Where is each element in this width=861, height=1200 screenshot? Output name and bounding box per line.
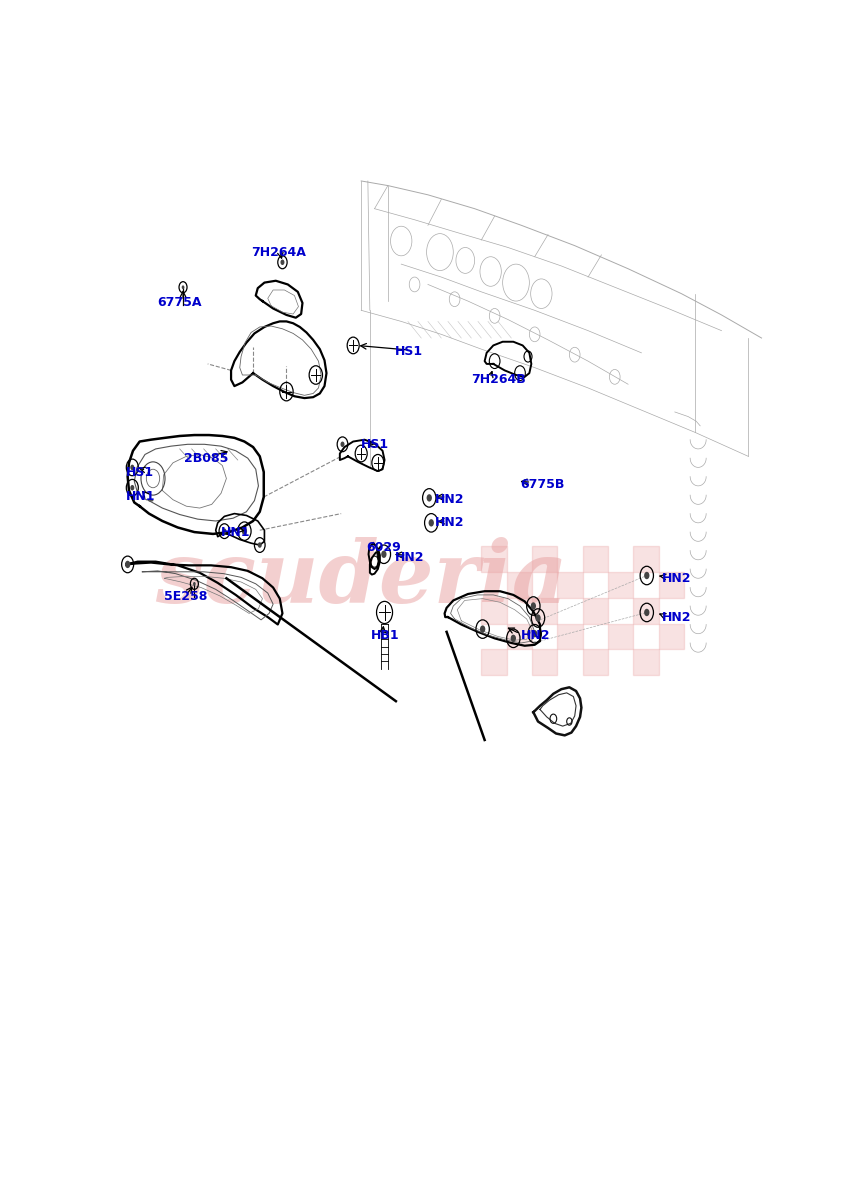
Bar — [608, 572, 634, 598]
Text: 5E258: 5E258 — [164, 590, 208, 604]
Text: 7H264A: 7H264A — [251, 246, 306, 259]
Bar — [506, 624, 532, 649]
Text: HN2: HN2 — [435, 493, 464, 506]
Text: HN2: HN2 — [435, 516, 464, 529]
Bar — [583, 546, 608, 572]
Text: HN2: HN2 — [661, 571, 691, 584]
Text: 6029: 6029 — [367, 541, 401, 554]
Bar — [532, 649, 557, 676]
Circle shape — [530, 602, 536, 610]
Text: 7H264B: 7H264B — [471, 373, 526, 386]
Circle shape — [222, 528, 226, 534]
Circle shape — [536, 614, 541, 622]
Bar — [532, 546, 557, 572]
Bar — [557, 624, 583, 649]
Text: 2B085: 2B085 — [184, 451, 229, 464]
Circle shape — [182, 286, 184, 289]
Bar — [634, 546, 659, 572]
Circle shape — [532, 630, 537, 637]
Circle shape — [257, 542, 262, 547]
Text: 6775A: 6775A — [158, 296, 202, 310]
Circle shape — [281, 259, 284, 265]
Text: 6775B: 6775B — [520, 478, 564, 491]
Bar — [583, 598, 608, 624]
Circle shape — [130, 464, 134, 470]
Bar — [659, 572, 684, 598]
Circle shape — [644, 608, 649, 616]
Circle shape — [340, 442, 344, 448]
Bar — [659, 624, 684, 649]
Bar — [481, 546, 506, 572]
Circle shape — [429, 520, 434, 527]
Text: HN2: HN2 — [521, 629, 551, 642]
Bar — [583, 649, 608, 676]
Text: HN1: HN1 — [127, 491, 156, 504]
Bar — [481, 649, 506, 676]
Circle shape — [125, 560, 130, 568]
Text: scuderia: scuderia — [155, 536, 567, 620]
Circle shape — [644, 572, 649, 580]
Bar — [557, 572, 583, 598]
Circle shape — [242, 528, 247, 535]
Text: HS1: HS1 — [394, 346, 423, 359]
Circle shape — [480, 625, 486, 632]
Circle shape — [381, 551, 387, 558]
Bar — [506, 572, 532, 598]
Text: HN2: HN2 — [661, 611, 691, 624]
Circle shape — [511, 635, 516, 642]
Text: HN2: HN2 — [394, 551, 424, 564]
Circle shape — [130, 485, 134, 491]
Bar — [481, 598, 506, 624]
Circle shape — [426, 494, 432, 502]
Text: HN1: HN1 — [221, 526, 251, 539]
Bar — [608, 624, 634, 649]
Text: HS1: HS1 — [127, 466, 154, 479]
Bar — [634, 598, 659, 624]
Bar — [532, 598, 557, 624]
Text: HB1: HB1 — [371, 629, 400, 642]
Text: HS1: HS1 — [361, 438, 389, 451]
Circle shape — [193, 582, 195, 586]
Bar — [634, 649, 659, 676]
